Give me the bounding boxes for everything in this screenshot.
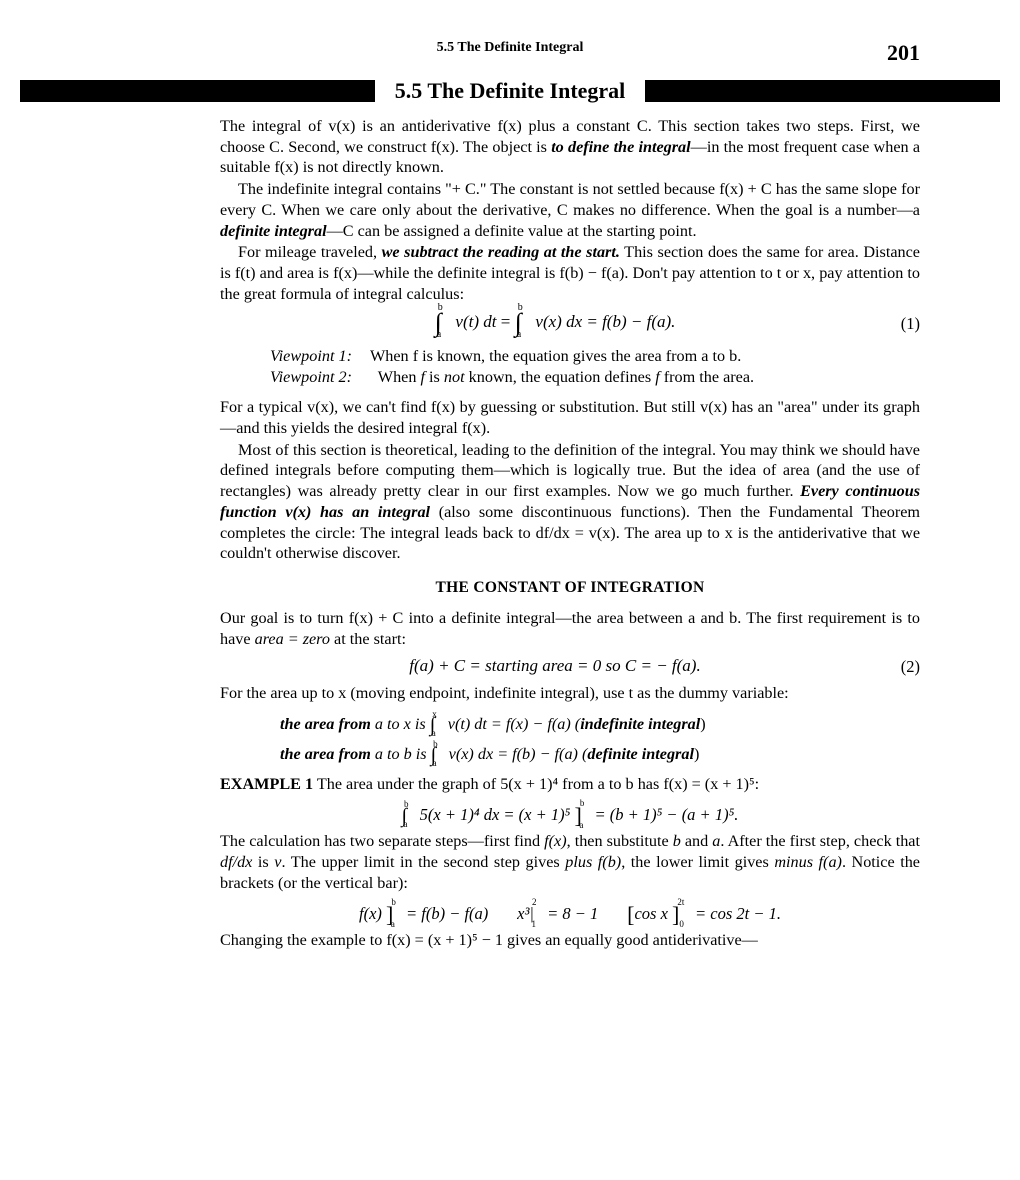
- equation-2-body: f(a) + C = starting area = 0 so C = − f(…: [220, 655, 890, 677]
- def2-body: v(x) dx = f(b) − f(a) (: [445, 745, 588, 763]
- subheading-constant-of-integration: THE CONSTANT OF INTEGRATION: [220, 578, 920, 598]
- viewpoint-2: Viewpoint 2: When f is not known, the eq…: [270, 367, 920, 388]
- page-number: 201: [887, 40, 920, 66]
- indefinite-integral-def: the area from a to x is ∫xa v(t) dt = f(…: [280, 708, 920, 738]
- indef-kind: indefinite integral: [580, 715, 700, 733]
- example-1-text: The area under the graph of 5(x + 1)⁴ fr…: [313, 775, 759, 793]
- equation-2: f(a) + C = starting area = 0 so C = − f(…: [220, 655, 920, 677]
- br2l: 1: [531, 919, 536, 929]
- equation-1: ∫ba v(t) dt = ∫ba v(x) dx = f(b) − f(a).…: [220, 311, 920, 336]
- paragraph-7: For the area up to x (moving endpoint, i…: [220, 683, 920, 704]
- running-head: 5.5 The Definite Integral 201: [100, 40, 920, 68]
- a-to-b: a to b is: [371, 745, 431, 763]
- a-to-x: a to x is: [371, 715, 430, 733]
- area-definitions: the area from a to x is ∫xa v(t) dt = f(…: [280, 708, 920, 768]
- example-1-label: EXAMPLE 1: [220, 775, 313, 793]
- definite-integral-def: the area from a to b is ∫ba v(x) dx = f(…: [280, 738, 920, 768]
- paragraph-2: The indefinite integral contains "+ C." …: [220, 179, 920, 241]
- section-heading-bar: 5.5 The Definite Integral: [100, 78, 920, 104]
- br2b: = 8 − 1: [543, 904, 598, 923]
- text: For mileage traveled,: [238, 243, 382, 261]
- viewpoints: Viewpoint 1: When f is known, the equati…: [270, 346, 920, 387]
- emph-area-zero: area = zero: [255, 630, 330, 648]
- text: —C can be assigned a definite value at t…: [327, 222, 697, 240]
- def-kind: definite integral: [587, 745, 694, 763]
- paragraph-3: For mileage traveled, we subtract the re…: [220, 242, 920, 304]
- eq1-lower-2: a: [517, 329, 521, 340]
- paragraph-6: Our goal is to turn f(x) + C into a defi…: [220, 608, 920, 649]
- emph-subtract-reading: we subtract the reading at the start.: [382, 243, 620, 261]
- section-bar-left: [20, 80, 375, 102]
- br3b: = cos 2t − 1.: [691, 904, 781, 923]
- viewpoint-2-text: When f is not known, the equation define…: [370, 367, 754, 388]
- def1-tail: ): [700, 715, 705, 733]
- equation-2-number: (2): [890, 656, 920, 677]
- ex1-eq-tail: = (b + 1)⁵ − (a + 1)⁵.: [590, 805, 738, 824]
- ex1-eq-mid: 5(x + 1)⁴ dx = (x + 1)⁵: [416, 805, 575, 824]
- area-from-label-2: the area from: [280, 745, 371, 763]
- paragraph-5: Most of this section is theoretical, lea…: [220, 440, 920, 564]
- emph-definite-integral: definite integral: [220, 222, 327, 240]
- br1a: f(x): [359, 904, 386, 923]
- viewpoint-1: Viewpoint 1: When f is known, the equati…: [270, 346, 920, 367]
- viewpoint-2-label: Viewpoint 2:: [270, 367, 370, 388]
- example-1-equation: ∫ba 5(x + 1)⁴ dx = (x + 1)⁵ ]ba = (b + 1…: [220, 799, 920, 828]
- eq1-upper: b: [438, 302, 443, 313]
- emph-define-integral: to define the integral: [551, 138, 690, 156]
- paragraph-1: The integral of v(x) is an antiderivativ…: [220, 116, 920, 178]
- equation-1-number: (1): [890, 313, 920, 334]
- viewpoint-1-label: Viewpoint 1:: [270, 346, 370, 367]
- page: 5.5 The Definite Integral 201 5.5 The De…: [0, 0, 1020, 1180]
- br3l: 0: [679, 919, 684, 929]
- br3a: cos x: [634, 904, 672, 923]
- equation-1-body: ∫ba v(t) dt = ∫ba v(x) dx = f(b) − f(a).: [220, 311, 890, 336]
- body-text: The integral of v(x) is an antiderivativ…: [220, 116, 920, 951]
- text: at the start:: [330, 630, 406, 648]
- running-head-title: 5.5 The Definite Integral: [437, 40, 584, 56]
- paragraph-9: Changing the example to f(x) = (x + 1)⁵ …: [220, 930, 920, 951]
- viewpoint-1-text: When f is known, the equation gives the …: [370, 346, 741, 367]
- bracket-examples: f(x) ]ba = f(b) − f(a) x³|21 = 8 − 1 [co…: [220, 898, 920, 927]
- area-from-label-1: the area from: [280, 715, 371, 733]
- section-title: 5.5 The Definite Integral: [375, 78, 646, 104]
- eq2-text: f(a) + C = starting area = 0 so C = − f(…: [409, 656, 700, 675]
- paragraph-8: The calculation has two separate steps—f…: [220, 831, 920, 893]
- eq1-upper-2: b: [518, 302, 523, 313]
- br1b: = f(b) − f(a): [402, 904, 488, 923]
- eq1-lower: a: [437, 329, 441, 340]
- def2-tail: ): [694, 745, 699, 763]
- text: The indefinite integral contains "+ C." …: [220, 180, 920, 219]
- br2u: 2: [532, 897, 537, 907]
- section-bar-right: [645, 80, 1000, 102]
- example-1: EXAMPLE 1 The area under the graph of 5(…: [220, 774, 920, 795]
- def1-body: v(t) dt = f(x) − f(a) (: [444, 715, 580, 733]
- br3u: 2t: [677, 897, 684, 907]
- paragraph-4: For a typical v(x), we can't find f(x) b…: [220, 397, 920, 438]
